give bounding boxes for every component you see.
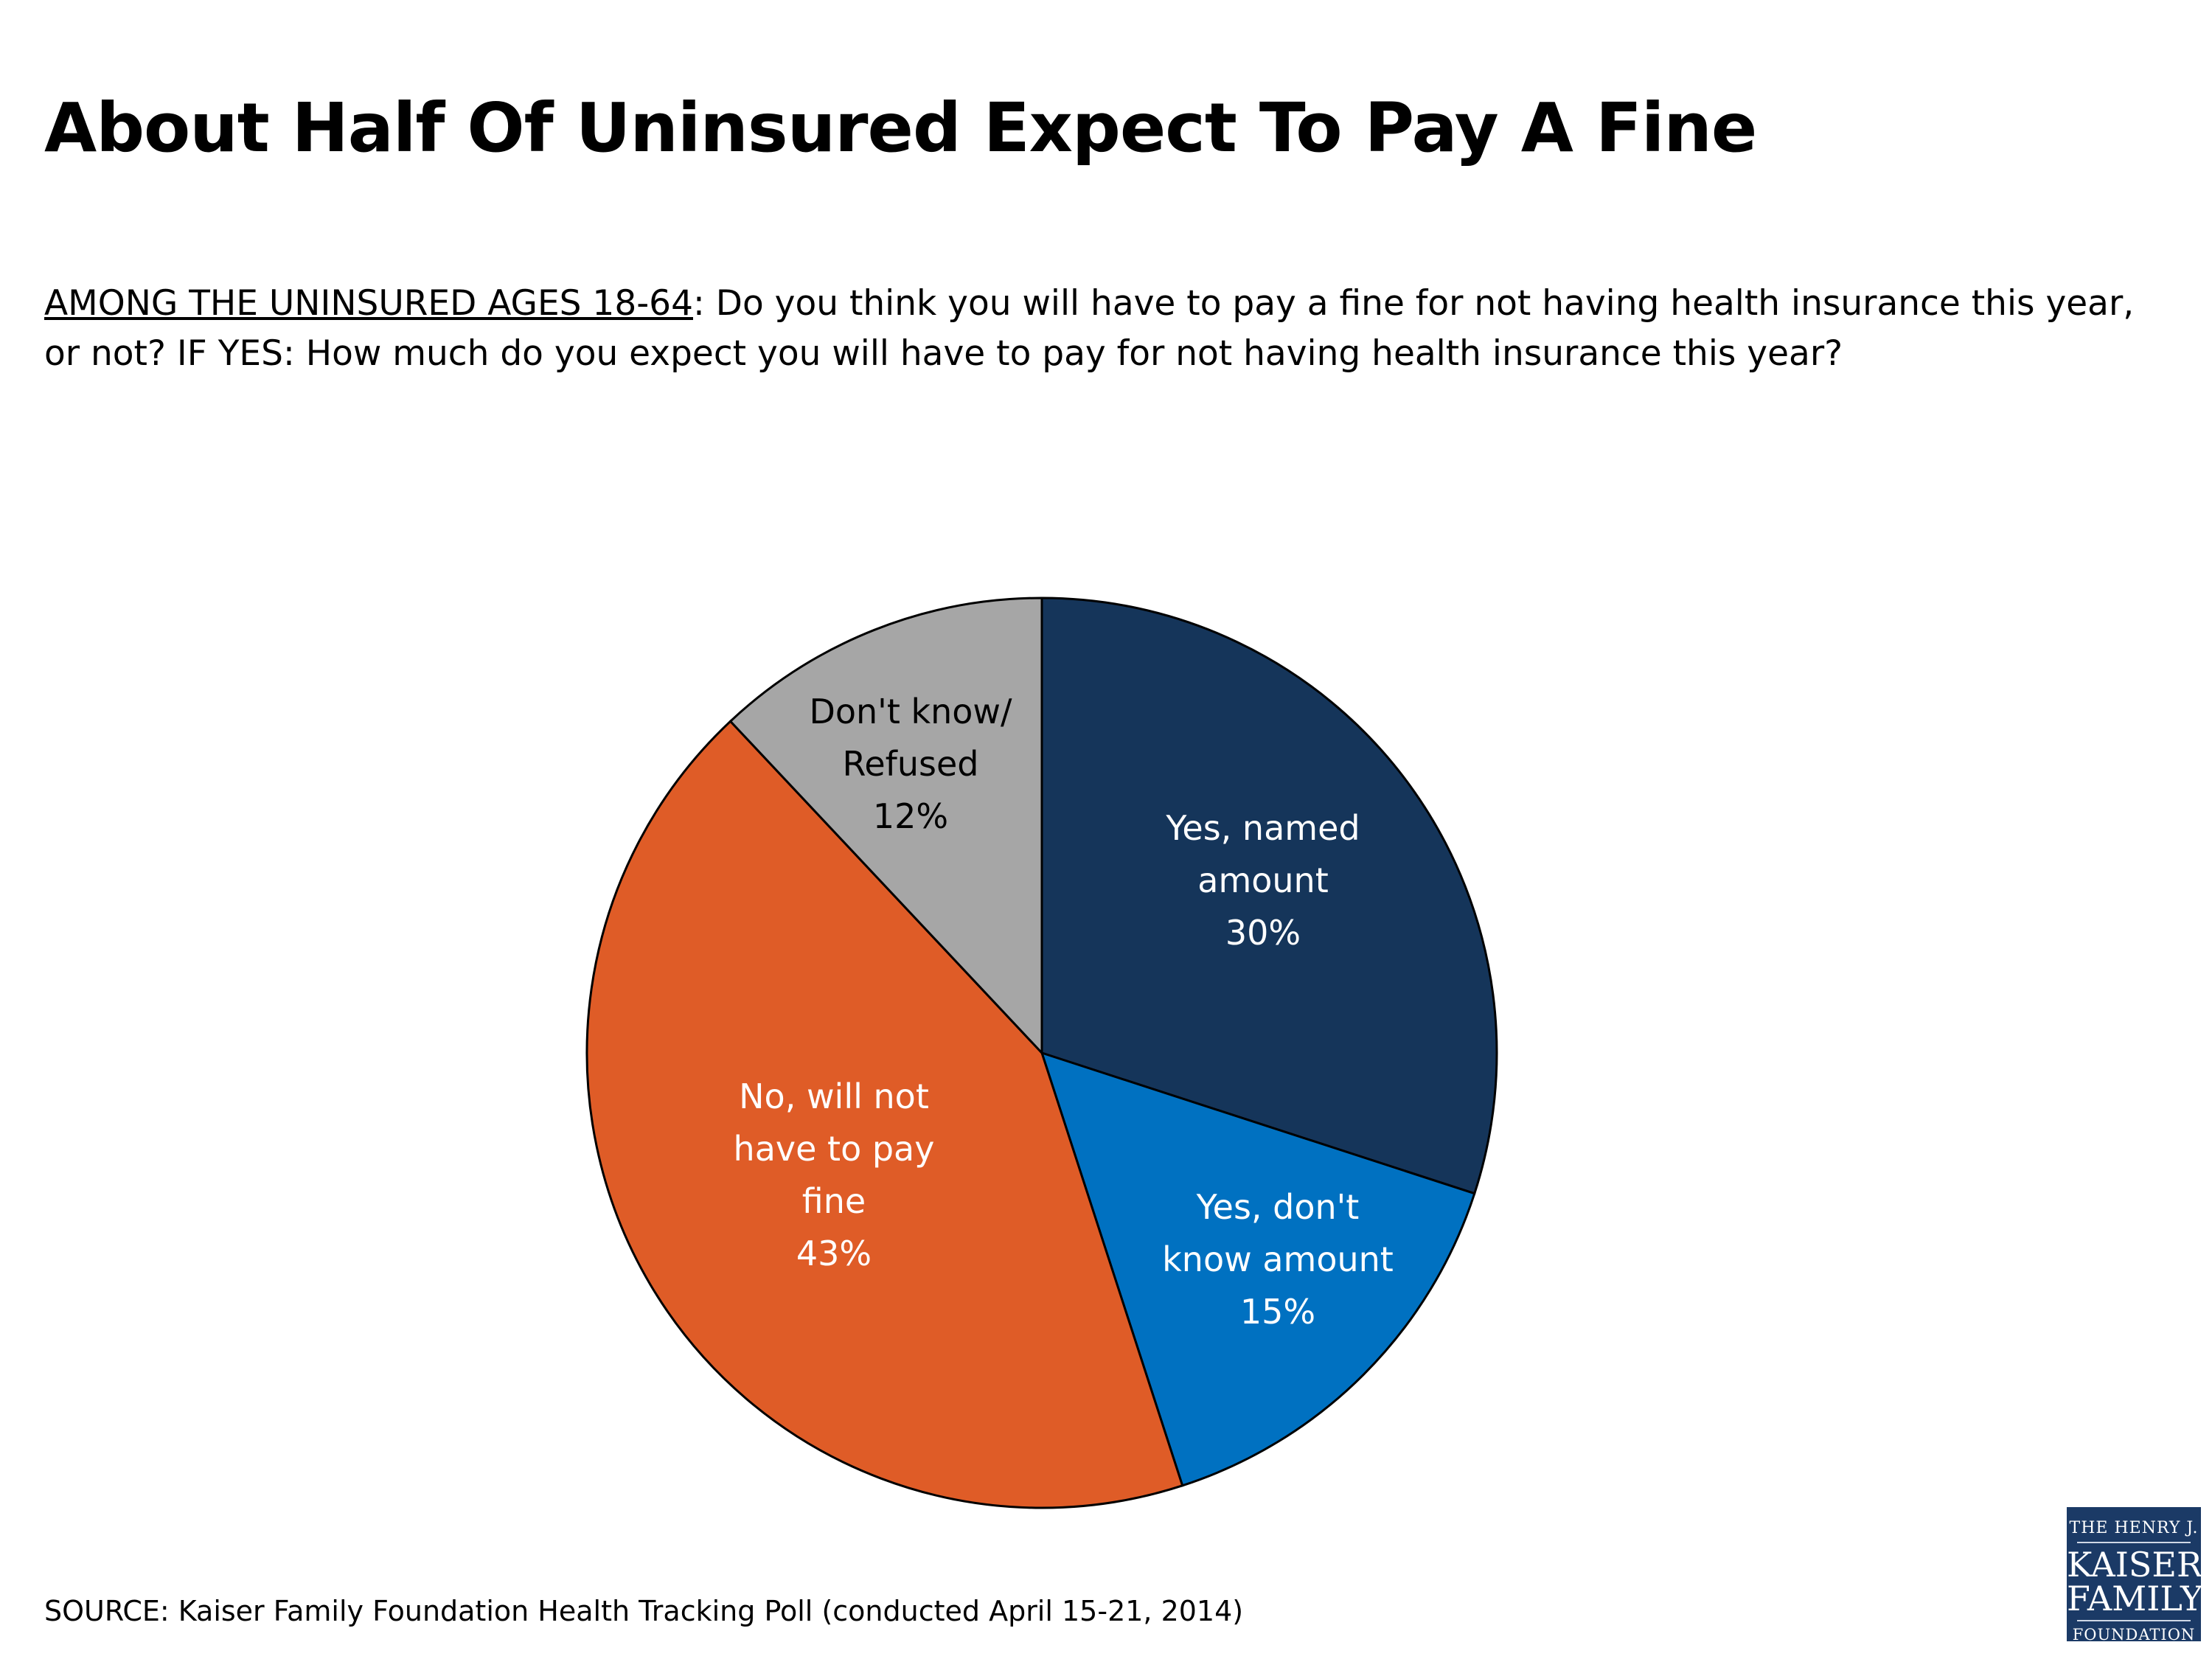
kff-logo: THE HENRY J. KAISER FAMILY FOUNDATION: [2067, 1507, 2203, 1644]
logo-line1: THE HENRY J.: [2069, 1519, 2199, 1537]
slice-data-label: Yes, named amount 30%: [1165, 808, 1360, 953]
source-note: SOURCE: Kaiser Family Foundation Health …: [44, 1595, 1244, 1627]
question-text: : Do you think you will have to pay a fi…: [44, 283, 2135, 374]
slice-label-line: 30%: [1225, 913, 1301, 953]
pie-slice-3: [728, 597, 1043, 1056]
slice-label-line: No, will not: [739, 1077, 929, 1116]
logo-line4: FOUNDATION: [2072, 1626, 2196, 1644]
slice-label-line: 12%: [873, 796, 948, 836]
slice-label-line: Yes, named: [1165, 808, 1360, 848]
slice-label-line: Refused: [842, 744, 978, 784]
slice-label-line: know amount: [1162, 1239, 1394, 1279]
pie-slice-2: [585, 720, 1184, 1509]
slice-label-line: 43%: [796, 1234, 872, 1273]
question-lead: AMONG THE UNINSURED AGES 18-64: [44, 283, 693, 324]
slice-label-line: amount: [1197, 860, 1329, 900]
slice-label-line: have to pay: [734, 1129, 935, 1169]
slice-label-line: 15%: [1240, 1292, 1315, 1332]
logo-line2: KAISER: [2067, 1545, 2202, 1585]
logo-line3: FAMILY: [2067, 1579, 2203, 1618]
slice-label-line: Yes, don't: [1196, 1187, 1360, 1227]
survey-question: AMONG THE UNINSURED AGES 18-64: Do you t…: [44, 279, 2168, 379]
slice-label-line: Don't know/: [809, 692, 1012, 731]
slice-data-label: Yes, don't know amount 15%: [1162, 1187, 1394, 1332]
slice-data-label: No, will not have to pay fine 43%: [734, 1077, 935, 1273]
pie-slice-0: [1040, 597, 1498, 1195]
chart-title: About Half Of Uninsured Expect To Pay A …: [44, 88, 1757, 167]
pie-slice-1: [1040, 1051, 1476, 1487]
slice-label-line: fine: [802, 1181, 866, 1221]
slice-data-label: Don't know/Refused 12%: [809, 692, 1012, 836]
